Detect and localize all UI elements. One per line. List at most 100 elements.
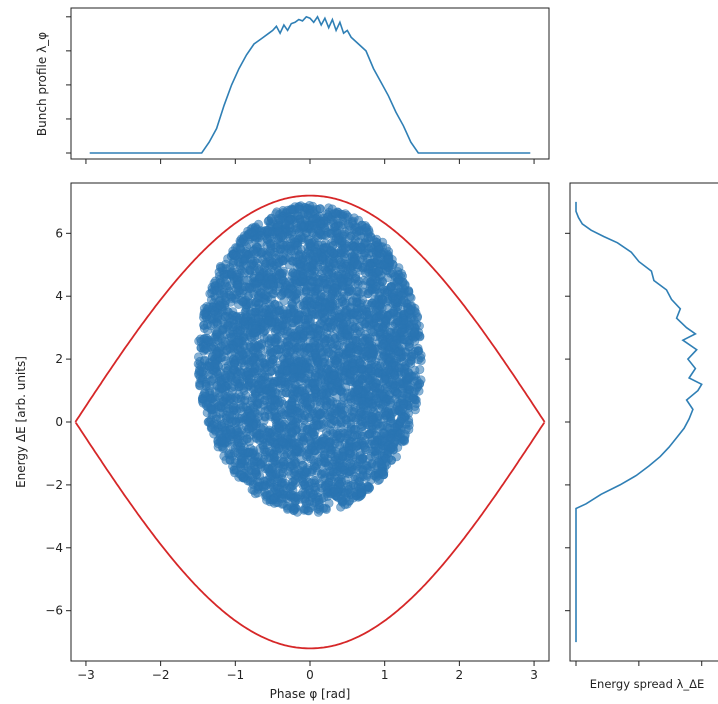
bunch-particle [355,358,365,368]
bunch-particle [269,493,279,503]
bunch-profile-ticks [66,16,535,164]
bunch-particle [255,444,265,454]
bunch-particle [360,262,370,272]
bunch-particle [250,465,260,475]
bunch-particle [379,374,389,384]
bunch-particle [336,433,346,443]
bunch-particle [349,366,359,376]
bunch-particle [270,337,280,347]
bunch-particle [379,408,389,418]
bunch-particle [259,334,269,344]
bunch-particle [323,212,333,222]
bunch-particle [294,204,304,214]
bunch-particle [238,445,248,455]
bunch-particle [353,396,363,406]
phase-x-tick-label: 3 [530,668,538,682]
bunch-particle [268,463,278,473]
phase-x-tick-label: 0 [306,668,314,682]
phase-x-tick-label: 1 [381,668,389,682]
bunch-particle [392,316,402,326]
bunch-particle [284,277,294,287]
bunch-particle [362,383,372,393]
bunch-particle [352,227,362,237]
bunch-particle [305,209,315,219]
bunch-particle [327,397,337,407]
bunch-particle [247,227,257,237]
bunch-particle [311,413,321,423]
bunch-particle [341,243,351,253]
bunch-particle [366,366,376,376]
bunch-particle [236,244,246,254]
bunch-particle [303,481,313,491]
bunch-particle [383,254,393,264]
bunch-particle [197,361,207,371]
bunch-particle [384,346,394,356]
bunch-particle [277,494,287,504]
bunch-particle [316,292,326,302]
bunch-particle [416,350,426,360]
bunch-particle [340,308,350,318]
bunch-particle [221,356,231,366]
bunch-particle [363,405,373,415]
bunch-particle [262,431,272,441]
bunch-particle [410,405,420,415]
bunch-particle [373,323,383,333]
bunch-particle [386,282,396,292]
bunch-particle [303,248,313,258]
bunch-particle [256,288,266,298]
bunch-particle [341,382,351,392]
bunch-particle [308,338,318,348]
bunch-particle [307,404,317,414]
bunch-particle [328,248,338,258]
bunch-particle [367,415,377,425]
bunch-particle [309,276,319,286]
bunch-particle [275,305,285,315]
bunch-particle [322,489,332,499]
bunch-particle [262,235,272,245]
bunch-particle [385,395,395,405]
bunch-particle [306,355,316,365]
bunch-particle [318,357,328,367]
bunch-particle [244,268,254,278]
bunch-particle [345,340,355,350]
bunch-profile-ylabel: Bunch profile λ_φ [35,32,49,136]
bunch-particle [209,319,219,329]
bunch-particle [278,456,288,466]
bunch-particle [255,271,265,281]
bunch-particle [318,503,328,513]
bunch-particle [245,282,255,292]
bunch-particle [360,319,370,329]
bunch-particle [218,443,228,453]
bunch-particle [282,241,292,251]
bunch-particle [353,473,363,483]
bunch-particle [373,475,383,485]
bunch-particle [383,365,393,375]
bunch-particle [300,496,310,506]
bunch-particle [314,228,324,238]
bunch-particle [377,389,387,399]
bunch-particle [231,417,241,427]
bunch-particle [347,286,357,296]
bunch-particle [353,260,363,270]
bunch-particle [264,216,274,226]
bunch-particle [323,343,333,353]
bunch-particle [342,210,352,220]
bunch-particle [224,281,234,291]
bunch-particle [349,430,359,440]
bunch-particle [410,336,420,346]
bunch-particle [370,295,380,305]
bunch-particle [226,425,236,435]
bunch-particle [306,300,316,310]
bunch-particle [330,406,340,416]
bunch-particle [343,354,353,364]
bunch-particle [228,322,238,332]
bunch-particle [344,453,354,463]
bunch-particle [291,351,301,361]
bunch-particle [330,452,340,462]
bunch-particle [243,291,253,301]
bunch-particle [232,328,242,338]
bunch-particle [397,341,407,351]
energy-y-tick-label: −6 [45,604,63,618]
bunch-particle [245,363,255,373]
bunch-particle [297,373,307,383]
